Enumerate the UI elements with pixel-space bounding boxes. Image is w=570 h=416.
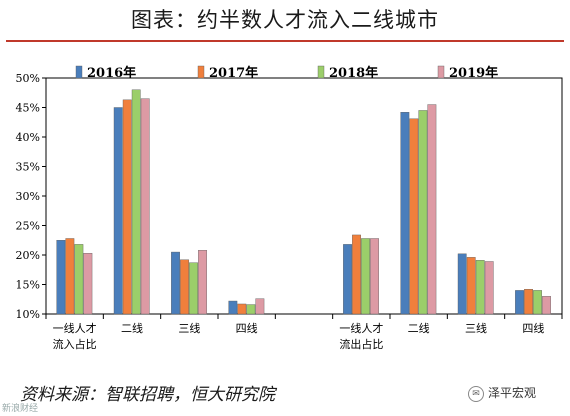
bar-2017年 (65, 238, 75, 315)
source-note: 资料来源：智联招聘，恒大研究院 (20, 385, 275, 405)
title-underline (6, 40, 564, 42)
chart-title: 图表：约半数人才流入二线城市 (131, 8, 439, 32)
x-tick-label: 三线 (178, 321, 200, 335)
bar-2017年 (524, 289, 533, 315)
legend-swatch (437, 65, 445, 79)
bar-2017年 (409, 118, 419, 315)
y-tick-label: 30% (16, 190, 40, 203)
bar-2017年 (237, 303, 247, 315)
legend-label: 2018年 (329, 65, 378, 81)
bar-2018年 (131, 89, 141, 315)
x-tick-label: 四线 (236, 321, 258, 335)
bar-2016年 (457, 253, 467, 315)
x-tick-label: 一线人才 (53, 321, 97, 335)
bar-2018年 (533, 290, 542, 315)
bar-2018年 (418, 110, 428, 315)
x-tick-label: 三线 (465, 321, 487, 335)
bar-2018年 (189, 262, 198, 315)
bar-2019年 (370, 238, 379, 315)
legend-swatch (197, 65, 205, 79)
bar-2016年 (56, 240, 66, 315)
bar-2018年 (361, 238, 370, 315)
bar-2016年 (343, 244, 352, 315)
x-tick-label: 一线人才 (339, 321, 383, 335)
bar-2017年 (180, 259, 189, 315)
bar-2019年 (140, 98, 150, 315)
x-tick-label: 四线 (522, 321, 544, 335)
x-tick-label: 二线 (121, 321, 143, 335)
bar-2016年 (228, 300, 238, 315)
bar-2017年 (466, 257, 476, 315)
y-tick-label: 20% (16, 249, 40, 262)
watermark-text: 泽平宏观 (488, 386, 537, 400)
x-tick-label: 二线 (408, 321, 430, 335)
y-tick-label: 15% (16, 279, 40, 292)
bar-2018年 (74, 244, 84, 315)
bar-2019年 (484, 261, 494, 315)
legend-label: 2016年 (87, 65, 136, 81)
y-tick-label: 40% (16, 131, 40, 144)
wechat-icon: ✉ (468, 385, 484, 402)
bar-2016年 (515, 290, 524, 315)
y-tick-label: 25% (16, 220, 40, 233)
y-tick-label: 45% (16, 102, 40, 115)
bar-2017年 (122, 99, 132, 315)
bar-2018年 (475, 260, 485, 315)
bar-2019年 (198, 250, 207, 315)
bar-2019年 (542, 296, 551, 315)
bar-2019年 (83, 253, 93, 315)
legend-label: 2017年 (209, 65, 258, 81)
bar-2016年 (113, 107, 123, 315)
bar-2019年 (427, 104, 437, 315)
y-tick-label: 10% (16, 308, 40, 321)
x-tick-label: 流出占比 (339, 337, 383, 351)
watermark: ✉ 泽平宏观 (468, 384, 536, 402)
legend-swatch (317, 65, 325, 79)
legend-swatch (75, 65, 83, 79)
bar-2016年 (400, 112, 410, 315)
y-tick-label: 50% (16, 72, 40, 85)
legend-label: 2019年 (449, 65, 498, 81)
x-tick-label: 流入占比 (53, 337, 97, 351)
corner-watermark: 新浪财经 (2, 404, 39, 414)
bar-2019年 (255, 298, 265, 315)
bar-2016年 (171, 251, 180, 315)
bar-2018年 (246, 304, 256, 315)
y-tick-label: 35% (16, 161, 40, 174)
bar-2017年 (352, 234, 361, 315)
